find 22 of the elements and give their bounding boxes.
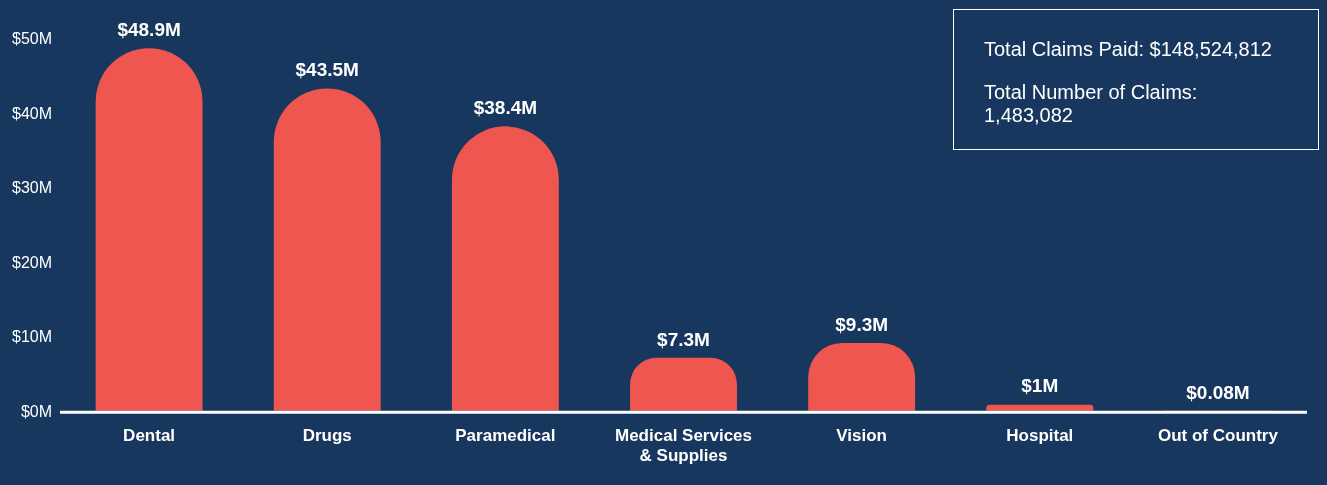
- data-label: $1M: [1021, 375, 1059, 397]
- y-tick-label: $0M: [20, 402, 53, 420]
- data-label: $0.08M: [1186, 382, 1250, 404]
- data-label: $9.3M: [835, 313, 889, 335]
- y-tick-label: $20M: [11, 253, 53, 271]
- y-tick-label: $50M: [11, 30, 53, 48]
- x-tick-label: Medical Services & Supplies: [615, 426, 753, 466]
- x-tick-label: Drugs: [302, 426, 352, 446]
- annotation: Total Number of Claims: 1,483,082: [984, 81, 1199, 127]
- x-tick-label: Paramedical: [455, 426, 556, 446]
- annotation: Total Claims Paid: $148,524,812: [984, 38, 1273, 61]
- x-tick-label: Hospital: [1006, 426, 1074, 446]
- data-label: $43.5M: [295, 59, 359, 81]
- y-tick-label: $40M: [11, 104, 53, 122]
- data-label: $7.3M: [657, 328, 710, 350]
- x-tick-label: Out of Country: [1157, 426, 1279, 446]
- x-tick-label: Dental: [123, 426, 176, 446]
- x-tick-label: Vision: [836, 426, 887, 446]
- y-tick-label: $10M: [11, 328, 53, 346]
- y-tick-label: $30M: [11, 179, 53, 197]
- data-label: $38.4M: [473, 97, 538, 119]
- data-label: $48.9M: [117, 18, 181, 40]
